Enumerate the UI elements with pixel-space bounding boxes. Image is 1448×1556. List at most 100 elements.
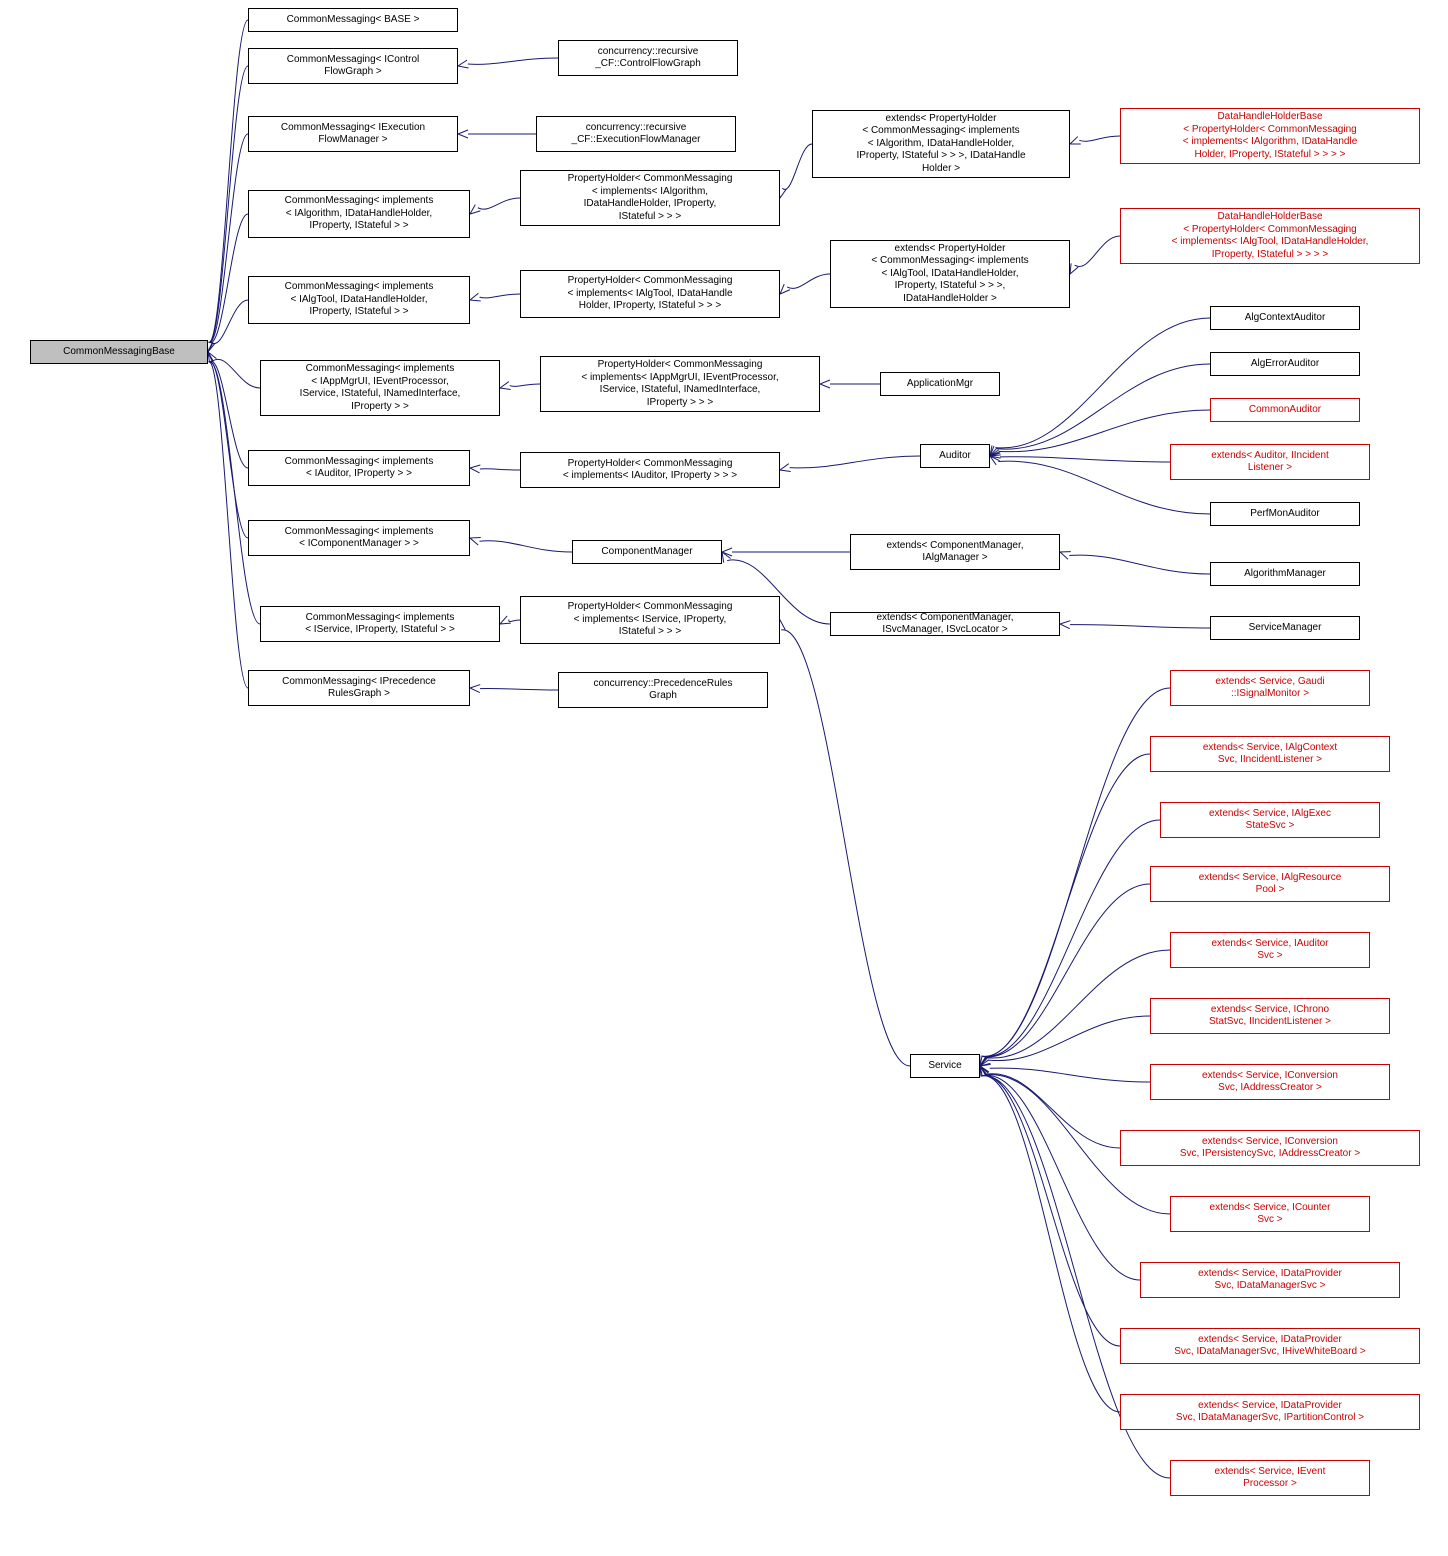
node-label: extends< Service, IAuditor Svc > [1211, 938, 1328, 963]
node-s_algctx[interactable]: extends< Service, IAlgContext Svc, IInci… [1150, 736, 1390, 772]
node-algerr[interactable]: AlgErrorAuditor [1210, 352, 1360, 376]
edge-rcfg-to-cm_cfg [468, 58, 558, 64]
node-ph_svc[interactable]: PropertyHolder< CommonMessaging < implem… [520, 596, 780, 644]
node-s_algexec[interactable]: extends< Service, IAlgExec StateSvc > [1160, 802, 1380, 838]
node-s_dp2[interactable]: extends< Service, IDataProvider Svc, IDa… [1120, 1328, 1420, 1364]
node-label: extends< PropertyHolder < CommonMessagin… [871, 243, 1028, 306]
arrowhead-algctx-to-auditor [990, 445, 999, 456]
arrowhead-ph_alg-to-cm_alg [470, 205, 480, 214]
node-commonaud[interactable]: CommonAuditor [1210, 398, 1360, 422]
node-appmgr[interactable]: ApplicationMgr [880, 372, 1000, 396]
node-label: DataHandleHolderBase < PropertyHolder< C… [1172, 211, 1369, 261]
node-compmgr[interactable]: ComponentManager [572, 540, 722, 564]
node-cm_cfg[interactable]: CommonMessaging< IControl FlowGraph > [248, 48, 458, 84]
edge-s_chrono-to-service [988, 1016, 1150, 1061]
node-cm_aud[interactable]: CommonMessaging< implements < IAuditor, … [248, 450, 470, 486]
arrowhead-refm-to-cm_efm [458, 130, 468, 138]
node-perfmon[interactable]: PerfMonAuditor [1210, 502, 1360, 526]
edge-s_dp1-to-service [983, 1075, 1140, 1280]
node-service[interactable]: Service [910, 1054, 980, 1078]
node-s_counter[interactable]: extends< Service, ICounter Svc > [1170, 1196, 1370, 1232]
arrowhead-cm_tool-to-root [207, 341, 215, 352]
node-label: CommonMessaging< implements < IComponent… [285, 526, 434, 551]
arrowhead-s_dp1-to-service [979, 1066, 987, 1077]
node-ph_aud[interactable]: PropertyHolder< CommonMessaging < implem… [520, 452, 780, 488]
node-s_sigmon[interactable]: extends< Service, Gaudi ::ISignalMonitor… [1170, 670, 1370, 706]
node-label: CommonAuditor [1249, 404, 1321, 417]
node-s_conv2[interactable]: extends< Service, IConversion Svc, IPers… [1120, 1130, 1420, 1166]
node-root[interactable]: CommonMessagingBase [30, 340, 208, 364]
arrowhead-compmgr-to-cm_cmgr [470, 537, 481, 545]
node-ext_aud_il[interactable]: extends< Auditor, IIncident Listener > [1170, 444, 1370, 480]
node-cm_prg[interactable]: CommonMessaging< IPrecedence RulesGraph … [248, 670, 470, 706]
arrowhead-prg-to-cm_prg [470, 685, 480, 693]
arrowhead-auditor-to-ph_aud [780, 464, 791, 472]
node-dhh_alg[interactable]: DataHandleHolderBase < PropertyHolder< C… [1120, 108, 1420, 164]
node-label: extends< ComponentManager, IAlgManager > [886, 540, 1023, 565]
node-label: extends< Service, IAlgContext Svc, IInci… [1203, 742, 1337, 767]
arrowhead-s_chrono-to-service [980, 1057, 990, 1066]
edge-ext_aud_il-to-auditor [1000, 457, 1170, 462]
edge-s_algres-to-service [983, 884, 1150, 1057]
arrowhead-algerr-to-auditor [990, 446, 1000, 456]
node-cm_app[interactable]: CommonMessaging< implements < IAppMgrUI,… [260, 360, 500, 416]
arrowhead-algmgr-to-ext_cmgr [1060, 552, 1071, 560]
node-ph_app[interactable]: PropertyHolder< CommonMessaging < implem… [540, 356, 820, 412]
edge-ph_svc-to-cm_svc [509, 620, 520, 622]
node-label: CommonMessaging< implements < IService, … [305, 612, 455, 637]
arrowhead-ext_aud_il-to-auditor [990, 453, 1000, 461]
arrowhead-appmgr-to-ph_app [820, 380, 830, 388]
arrowhead-s_conv2-to-service [980, 1066, 989, 1077]
node-s_dp1[interactable]: extends< Service, IDataProvider Svc, IDa… [1140, 1262, 1400, 1298]
node-label: extends< PropertyHolder < CommonMessagin… [856, 113, 1025, 176]
node-auditor[interactable]: Auditor [920, 444, 990, 468]
node-ext_cmgr[interactable]: extends< ComponentManager, IAlgManager > [850, 534, 1060, 570]
node-label: extends< Service, IConversion Svc, IAddr… [1202, 1070, 1338, 1095]
node-label: PropertyHolder< CommonMessaging < implem… [567, 275, 732, 313]
arrowhead-ph_app-to-cm_app [500, 382, 511, 390]
node-algmgr[interactable]: AlgorithmManager [1210, 562, 1360, 586]
node-cm_base[interactable]: CommonMessaging< BASE > [248, 8, 458, 32]
node-ext_alg[interactable]: extends< PropertyHolder < CommonMessagin… [812, 110, 1070, 178]
node-dhh_tool[interactable]: DataHandleHolderBase < PropertyHolder< C… [1120, 208, 1420, 264]
node-ext_svcmgr[interactable]: extends< ComponentManager, ISvcManager, … [830, 612, 1060, 636]
edge-cm_prg-to-root [208, 362, 248, 688]
node-label: PropertyHolder< CommonMessaging < implem… [568, 601, 733, 639]
node-cm_svc[interactable]: CommonMessaging< implements < IService, … [260, 606, 500, 642]
node-cm_efm[interactable]: CommonMessaging< IExecution FlowManager … [248, 116, 458, 152]
node-label: extends< Auditor, IIncident Listener > [1211, 450, 1329, 475]
node-label: extends< Service, IDataProvider Svc, IDa… [1174, 1334, 1365, 1359]
node-s_auditor[interactable]: extends< Service, IAuditor Svc > [1170, 932, 1370, 968]
node-s_dp3[interactable]: extends< Service, IDataProvider Svc, IDa… [1120, 1394, 1420, 1430]
node-ph_tool[interactable]: PropertyHolder< CommonMessaging < implem… [520, 270, 780, 318]
node-s_chrono[interactable]: extends< Service, IChrono StatSvc, IInci… [1150, 998, 1390, 1034]
node-cm_tool[interactable]: CommonMessaging< implements < IAlgTool, … [248, 276, 470, 324]
node-algctx[interactable]: AlgContextAuditor [1210, 306, 1360, 330]
arrowhead-dhh_alg-to-ext_alg [1070, 137, 1081, 144]
node-s_conv[interactable]: extends< Service, IConversion Svc, IAddr… [1150, 1064, 1390, 1100]
arrowhead-ph_svc-to-cm_svc [500, 616, 511, 624]
edge-ph_alg-to-cm_alg [478, 198, 520, 209]
node-cm_cmgr[interactable]: CommonMessaging< implements < IComponent… [248, 520, 470, 556]
node-ph_alg[interactable]: PropertyHolder< CommonMessaging < implem… [520, 170, 780, 226]
node-s_evtproc[interactable]: extends< Service, IEvent Processor > [1170, 1460, 1370, 1496]
node-label: extends< Service, IEvent Processor > [1215, 1466, 1326, 1491]
node-label: extends< Service, IAlgExec StateSvc > [1209, 808, 1331, 833]
edge-cm_svc-to-root [209, 362, 260, 624]
node-svcmgr[interactable]: ServiceManager [1210, 616, 1360, 640]
edge-prg-to-cm_prg [480, 688, 558, 690]
node-label: DataHandleHolderBase < PropertyHolder< C… [1183, 111, 1358, 161]
node-s_algres[interactable]: extends< Service, IAlgResource Pool > [1150, 866, 1390, 902]
edge-cm_tool-to-root [211, 300, 248, 344]
edge-cm_base-to-root [208, 20, 248, 342]
edge-algmgr-to-ext_cmgr [1069, 555, 1210, 574]
node-prg[interactable]: concurrency::PrecedenceRules Graph [558, 672, 768, 708]
edge-s_algctx-to-service [982, 754, 1150, 1056]
edge-cm_cfg-to-root [209, 66, 248, 342]
arrowhead-ext_cmgr-to-compmgr [722, 548, 732, 556]
node-ext_tool[interactable]: extends< PropertyHolder < CommonMessagin… [830, 240, 1070, 308]
node-rcfg[interactable]: concurrency::recursive _CF::ControlFlowG… [558, 40, 738, 76]
node-refm[interactable]: concurrency::recursive _CF::ExecutionFlo… [536, 116, 736, 152]
node-cm_alg[interactable]: CommonMessaging< implements < IAlgorithm… [248, 190, 470, 238]
edge-auditor-to-ph_aud [790, 456, 920, 468]
